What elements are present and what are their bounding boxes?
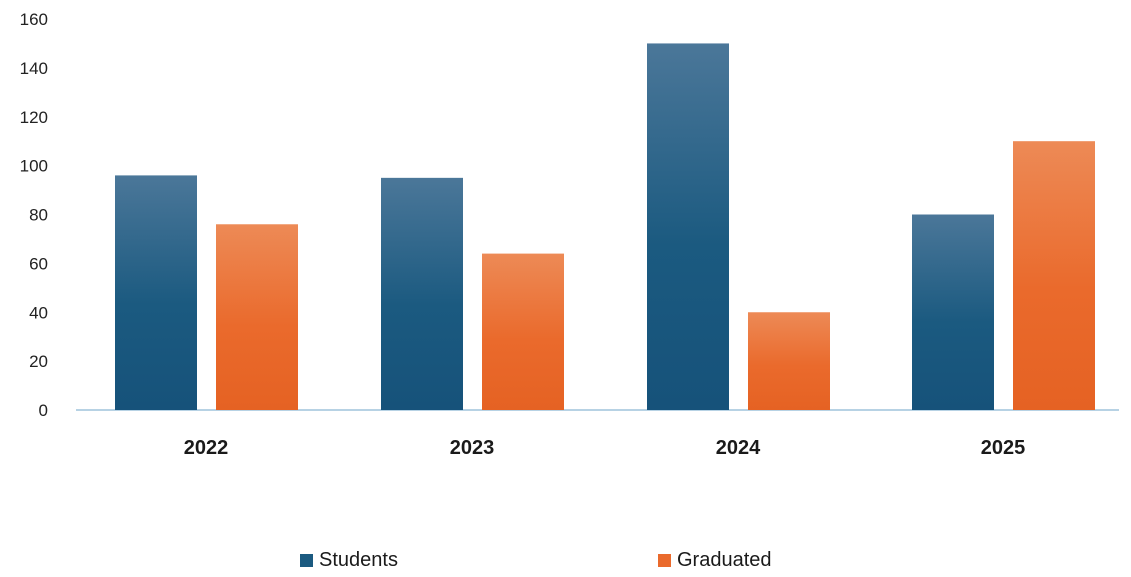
- legend-swatch-graduated: [658, 553, 671, 567]
- y-tick-label: 80: [29, 206, 48, 225]
- legend-item-students: Students: [300, 546, 398, 574]
- legend-item-graduated: Graduated: [658, 546, 772, 574]
- legend-label-students: Students: [319, 548, 398, 571]
- bar-students-2025: [912, 214, 994, 410]
- bar-students-2023: [381, 177, 463, 410]
- y-tick-label: 0: [39, 401, 48, 420]
- y-tick-label: 60: [29, 254, 48, 273]
- y-tick-label: 120: [20, 108, 48, 127]
- y-tick-label: 100: [20, 157, 48, 176]
- bar-students-2022: [115, 175, 197, 410]
- x-tick-label: 2024: [716, 437, 761, 459]
- bar-graduated-2023: [482, 253, 564, 410]
- y-tick-label: 20: [29, 352, 48, 371]
- bar-students-2024: [647, 43, 729, 410]
- y-tick-label: 160: [20, 10, 48, 29]
- legend-label-graduated: Graduated: [677, 548, 772, 571]
- y-axis-ticks: 0 20 40 60 80 100 120 140 160: [20, 10, 48, 420]
- x-tick-label: 2025: [981, 437, 1026, 459]
- y-tick-label: 40: [29, 303, 48, 322]
- x-tick-label: 2023: [450, 437, 495, 459]
- x-axis-labels: 2022 2023 2024 2025: [184, 437, 1026, 459]
- bars: [115, 43, 1095, 410]
- bar-graduated-2024: [748, 312, 830, 410]
- legend-swatch-students: [300, 553, 313, 567]
- bar-graduated-2022: [216, 224, 298, 410]
- legend: Students Graduated: [0, 546, 1131, 574]
- y-tick-label: 140: [20, 59, 48, 78]
- x-tick-label: 2022: [184, 437, 229, 459]
- bar-graduated-2025: [1013, 141, 1095, 410]
